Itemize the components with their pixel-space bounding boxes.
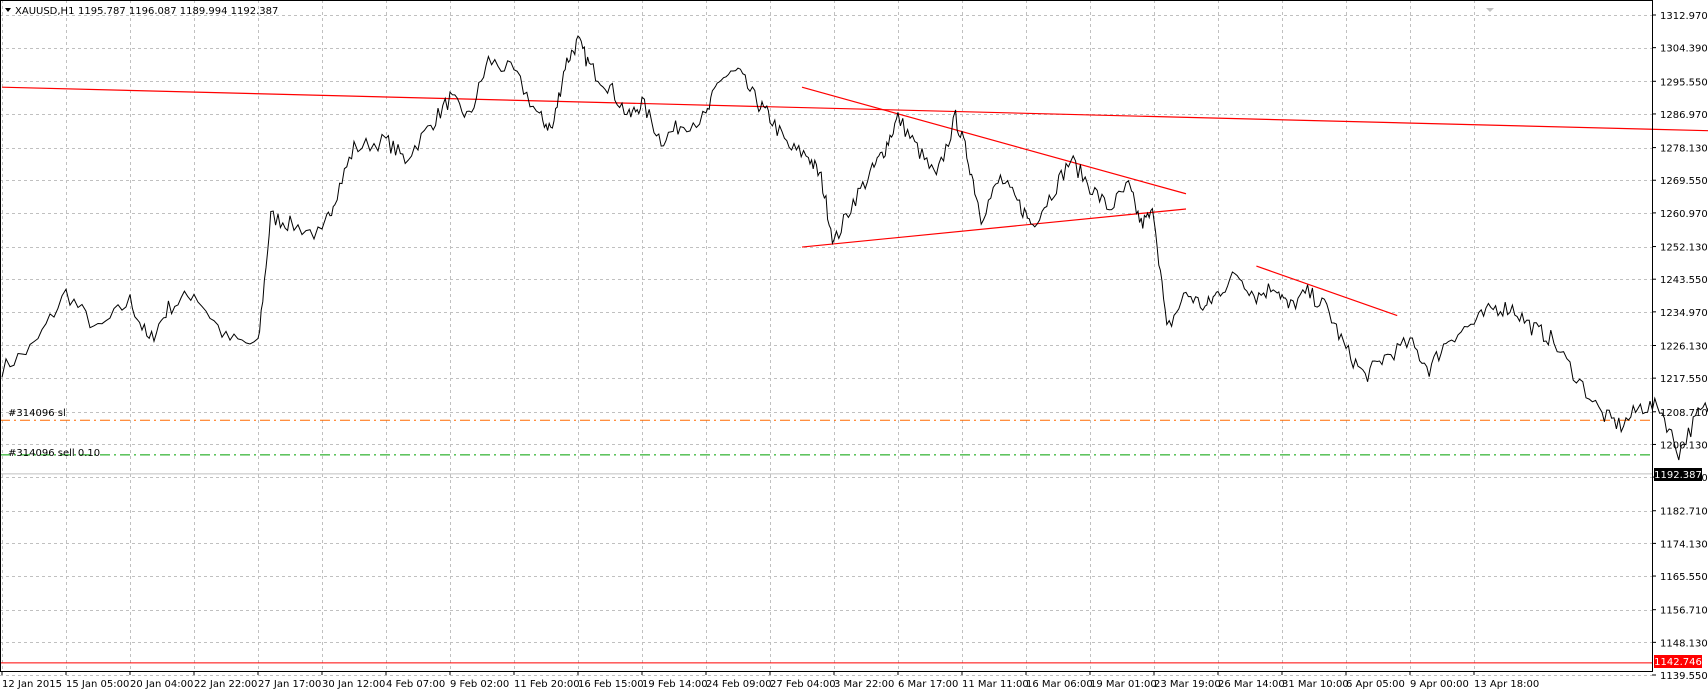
x-tick-label: 6 Apr 05:00 — [1346, 679, 1405, 690]
x-tick-label: 24 Feb 09:00 — [706, 679, 772, 690]
x-tick-label: 16 Mar 06:00 — [1026, 679, 1093, 690]
x-tick-label: 31 Mar 10:00 — [1282, 679, 1349, 690]
x-tick-label: 27 Feb 04:00 — [770, 679, 836, 690]
y-tick-label: 1174.130 — [1660, 539, 1708, 550]
current-price-badge: 1192.387 — [1654, 468, 1702, 481]
x-tick-label: 15 Jan 05:00 — [66, 679, 129, 690]
y-tick-label: 1200.130 — [1660, 440, 1708, 451]
x-tick-label: 23 Mar 19:00 — [1154, 679, 1221, 690]
x-tick-label: 9 Feb 02:00 — [450, 679, 509, 690]
trendlines — [1, 86, 1708, 317]
x-tick-label: 19 Feb 14:00 — [642, 679, 708, 690]
triangle-down-icon[interactable] — [5, 8, 11, 12]
y-tick-label: 1278.130 — [1660, 144, 1708, 155]
y-tick-label: 1252.130 — [1660, 243, 1708, 254]
price-axis[interactable]: 1312.970 1304.390 1295.550 1286.970 1278.130… — [1652, 11, 1708, 682]
y-tick-label: 1217.550 — [1660, 374, 1708, 385]
x-tick-label: 11 Feb 20:00 — [514, 679, 580, 690]
low-line-badge: 1142.746 — [1654, 655, 1702, 668]
y-tick-label: 1243.550 — [1660, 275, 1708, 286]
x-tick-label: 16 Feb 15:00 — [578, 679, 644, 690]
x-tick-label: 9 Apr 00:00 — [1410, 679, 1469, 690]
x-tick-label: 13 Apr 18:00 — [1474, 679, 1539, 690]
chart-shift-marker-icon[interactable] — [1486, 8, 1494, 12]
x-tick-label: 20 Jan 04:00 — [130, 679, 193, 690]
x-tick-label: 12 Jan 2015 — [2, 679, 62, 690]
x-tick-label: 3 Mar 22:00 — [834, 679, 894, 690]
y-tick-label: 1304.390 — [1660, 44, 1708, 55]
y-tick-label: 1226.130 — [1660, 341, 1708, 352]
x-tick-label: 22 Jan 22:00 — [194, 679, 257, 690]
y-tick-label: 1139.550 — [1660, 671, 1708, 682]
grid — [0, 0, 1652, 676]
y-tick-label: 1234.970 — [1660, 308, 1708, 319]
y-tick-label: 1286.970 — [1660, 110, 1708, 121]
x-tick-label: 26 Mar 14:00 — [1218, 679, 1285, 690]
trendline[interactable] — [1, 86, 1708, 201]
x-tick-label: 19 Mar 01:00 — [1090, 679, 1157, 690]
trendline[interactable] — [1256, 265, 1398, 317]
time-axis[interactable]: 12 Jan 2015 15 Jan 05:00 20 Jan 04:00 22 Ja… — [1, 671, 1539, 690]
order-levels — [0, 419, 1652, 664]
sl-order-label: #314096 sl — [8, 408, 66, 419]
y-tick-label: 1312.970 — [1660, 11, 1708, 22]
x-tick-label: 30 Jan 12:00 — [322, 679, 385, 690]
chart-header: XAUUSD,H1 1195.787 1196.087 1189.994 119… — [5, 6, 278, 17]
y-tick-label: 1295.550 — [1660, 77, 1708, 88]
plot-frame — [0, 0, 1653, 672]
low-line-price-text: 1142.746 — [1654, 657, 1702, 668]
y-tick-label: 1269.550 — [1660, 176, 1708, 187]
x-tick-label: 6 Mar 17:00 — [898, 679, 958, 690]
x-tick-label: 11 Mar 11:00 — [962, 679, 1029, 690]
symbol-label: XAUUSD,H1 — [15, 6, 74, 17]
ohlc-values: 1195.787 1196.087 1189.994 1192.387 — [78, 6, 278, 17]
trendline[interactable] — [801, 208, 1187, 248]
y-tick-label: 1182.710 — [1660, 507, 1708, 518]
x-tick-label: 4 Feb 07:00 — [386, 679, 445, 690]
y-tick-label: 1156.710 — [1660, 606, 1708, 617]
y-tick-label: 1208.710 — [1660, 408, 1708, 419]
y-tick-label: 1148.130 — [1660, 638, 1708, 649]
y-tick-label: 1260.970 — [1660, 209, 1708, 220]
price-series — [1, 35, 1708, 461]
current-price-text: 1192.387 — [1654, 470, 1702, 481]
sell-order-label: #314096 sell 0.10 — [8, 448, 100, 459]
x-tick-label: 27 Jan 17:00 — [258, 679, 321, 690]
trendline[interactable] — [801, 86, 1187, 195]
price-line — [1, 35, 1708, 461]
y-tick-label: 1165.550 — [1660, 572, 1708, 583]
